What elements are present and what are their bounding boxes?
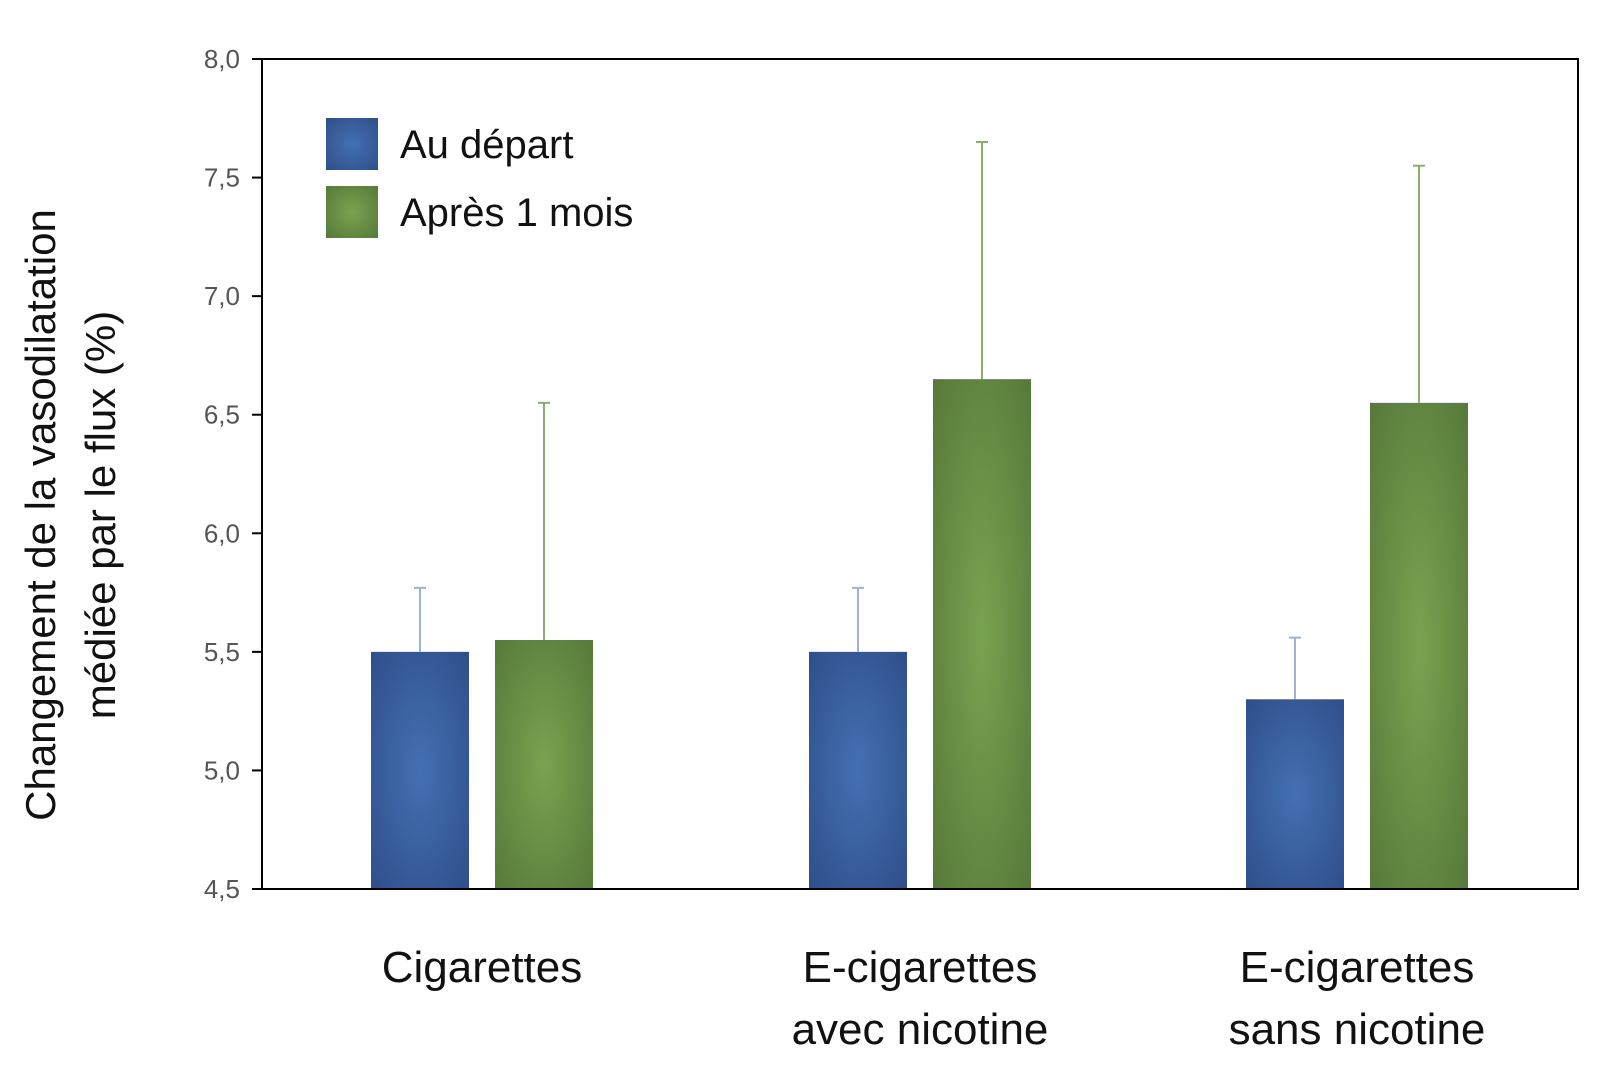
bars-group — [371, 379, 1468, 889]
y-axis-label-line: Changement de la vasodilatation — [17, 209, 64, 821]
y-tick-label: 7,5 — [204, 163, 240, 193]
bar-after-1-month-1 — [933, 379, 1031, 889]
category-label: sans nicotine — [1229, 1005, 1486, 1054]
bar-baseline-0 — [371, 651, 469, 889]
error-bars-group — [414, 141, 1425, 700]
legend-swatch-1 — [326, 186, 378, 238]
bar-baseline-2 — [1246, 699, 1344, 889]
category-label: avec nicotine — [792, 1005, 1049, 1054]
legend-swatch-0 — [326, 118, 378, 170]
legend-label: Après 1 mois — [400, 191, 633, 235]
category-label: Cigarettes — [382, 943, 583, 992]
y-tick-label: 5,0 — [204, 755, 240, 785]
plot-frame — [261, 58, 1579, 890]
bar-baseline-1 — [809, 651, 907, 889]
y-tick-label: 4,5 — [204, 874, 240, 904]
legend: Au départ Après 1 mois — [326, 118, 633, 238]
category-label: E-cigarettes — [1240, 943, 1475, 992]
y-tick-label: 7,0 — [204, 281, 240, 311]
y-tick-label: 6,5 — [204, 400, 240, 430]
y-axis-label: Changement de la vasodilatation médiée pa… — [17, 209, 124, 821]
bar-after-1-month-0 — [495, 640, 593, 889]
y-tick-label: 5,5 — [204, 637, 240, 667]
category-labels: Cigarettes E-cigarettes avec nicotine E-cig… — [382, 943, 1486, 1054]
y-axis-label-line: médiée par le flux (%) — [77, 311, 124, 720]
y-tick-label: 8,0 — [204, 44, 240, 74]
legend-label: Au départ — [400, 123, 573, 167]
category-label: E-cigarettes — [803, 943, 1038, 992]
bar-after-1-month-2 — [1370, 402, 1468, 889]
y-tick-label: 6,0 — [204, 518, 240, 548]
y-axis-ticks: 4,5 5,0 5,5 6,0 6,5 7,0 7,5 8,0 — [204, 44, 262, 904]
